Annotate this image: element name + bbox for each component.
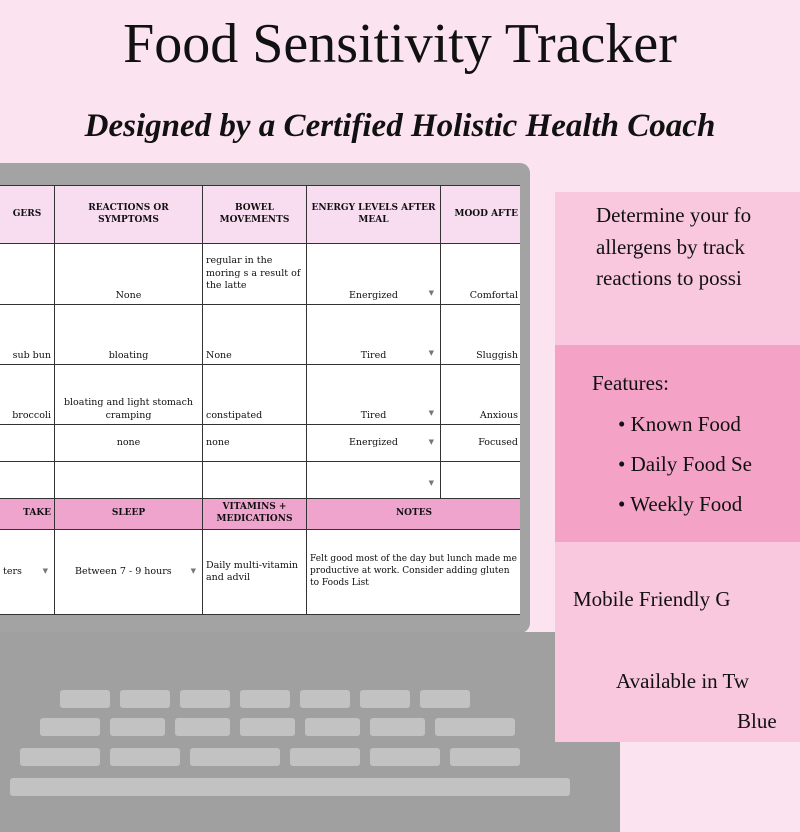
energy-dropdown[interactable]: Tired ▼ — [306, 304, 441, 365]
table-cell[interactable] — [440, 461, 520, 499]
table-cell[interactable] — [0, 424, 55, 462]
table-cell[interactable] — [202, 461, 307, 499]
intro-line: allergens by track — [596, 234, 745, 259]
dropdown-arrow-icon: ▼ — [428, 478, 434, 487]
column-header: NOTES — [306, 498, 520, 530]
column-header: VITAMINS + MEDICATIONS — [202, 498, 307, 530]
dropdown-arrow-icon: ▼ — [428, 348, 434, 357]
table-cell[interactable]: None — [54, 243, 203, 305]
table-cell[interactable]: broccoli — [0, 364, 55, 425]
column-header: TAKE — [0, 498, 55, 530]
features-band — [555, 345, 800, 542]
energy-dropdown[interactable]: Energized ▼ — [306, 424, 441, 462]
table-cell[interactable]: Comfortal — [440, 243, 520, 305]
table-cell[interactable]: regular in the moring s a result of the … — [202, 243, 307, 305]
table-cell[interactable] — [54, 461, 203, 499]
table-cell[interactable]: Anxious — [440, 364, 520, 425]
column-header: SLEEP — [54, 498, 203, 530]
table-cell[interactable]: Sluggish — [440, 304, 520, 365]
dropdown-value: ters — [3, 565, 22, 577]
energy-dropdown[interactable]: Tired ▼ — [306, 364, 441, 425]
energy-dropdown[interactable]: ▼ — [306, 461, 441, 499]
dropdown-value: Between 7 - 9 hours — [75, 565, 172, 577]
available-text: Available in Tw — [616, 669, 750, 693]
available-color: Blue — [737, 709, 777, 733]
table-cell[interactable]: none — [54, 424, 203, 462]
table-cell[interactable] — [0, 243, 55, 305]
subtitle: Designed by a Certified Holistic Health … — [84, 108, 716, 144]
table-cell[interactable]: sub bun — [0, 304, 55, 365]
mobile-friendly-text: Mobile Friendly G — [573, 587, 731, 611]
dropdown-value: Tired — [360, 409, 387, 421]
feature-item: • Weekly Food — [618, 491, 743, 516]
feature-item: • Known Food — [618, 412, 741, 436]
table-cell[interactable]: bloating — [54, 304, 203, 365]
dropdown-arrow-icon: ▼ — [428, 288, 434, 297]
notes-cell[interactable]: Felt good most of the day but lunch made… — [306, 529, 520, 615]
column-header: GERS — [0, 185, 55, 244]
table-cell[interactable]: bloating and light stomach cramping — [54, 364, 203, 425]
intake-dropdown[interactable]: ters ▼ — [0, 529, 55, 615]
intro-line: reactions to possi — [596, 266, 742, 290]
column-header: ENERGY LEVELS AFTER MEAL — [306, 185, 441, 244]
table-cell[interactable]: None — [202, 304, 307, 365]
dropdown-arrow-icon: ▼ — [428, 408, 434, 417]
laptop-keyboard — [0, 632, 620, 832]
dropdown-value: Energized — [348, 289, 399, 301]
table-cell[interactable]: Daily multi-vitamin and advil — [202, 529, 307, 615]
features-list: • Known Food • Daily Food Se • Weekly Fo… — [618, 405, 752, 525]
column-header: REACTIONS OR SYMPTOMS — [54, 185, 203, 244]
dropdown-arrow-icon: ▼ — [190, 566, 196, 575]
dropdown-value: Tired — [360, 349, 387, 361]
intro-line: Determine your fo — [596, 203, 752, 227]
dropdown-arrow-icon: ▼ — [428, 437, 434, 446]
sleep-dropdown[interactable]: Between 7 - 9 hours ▼ — [54, 529, 203, 615]
page-title: Food Sensitivity Tracker — [123, 13, 677, 75]
table-cell[interactable] — [0, 461, 55, 499]
features-label: Features: — [592, 371, 669, 395]
spreadsheet: GERS REACTIONS OR SYMPTOMS BOWEL MOVEMEN… — [0, 185, 520, 615]
table-cell[interactable]: constipated — [202, 364, 307, 425]
column-header: BOWEL MOVEMENTS — [202, 185, 307, 244]
dropdown-value: Energized — [348, 436, 399, 448]
intro-text: Determine your fo allergens by track rea… — [596, 200, 751, 295]
feature-item: • Daily Food Se — [618, 451, 752, 476]
dropdown-arrow-icon: ▼ — [42, 566, 48, 575]
table-cell[interactable]: none — [202, 424, 307, 462]
column-header: MOOD AFTE — [440, 185, 520, 244]
table-cell[interactable]: Focused — [440, 424, 520, 462]
energy-dropdown[interactable]: Energized ▼ — [306, 243, 441, 305]
